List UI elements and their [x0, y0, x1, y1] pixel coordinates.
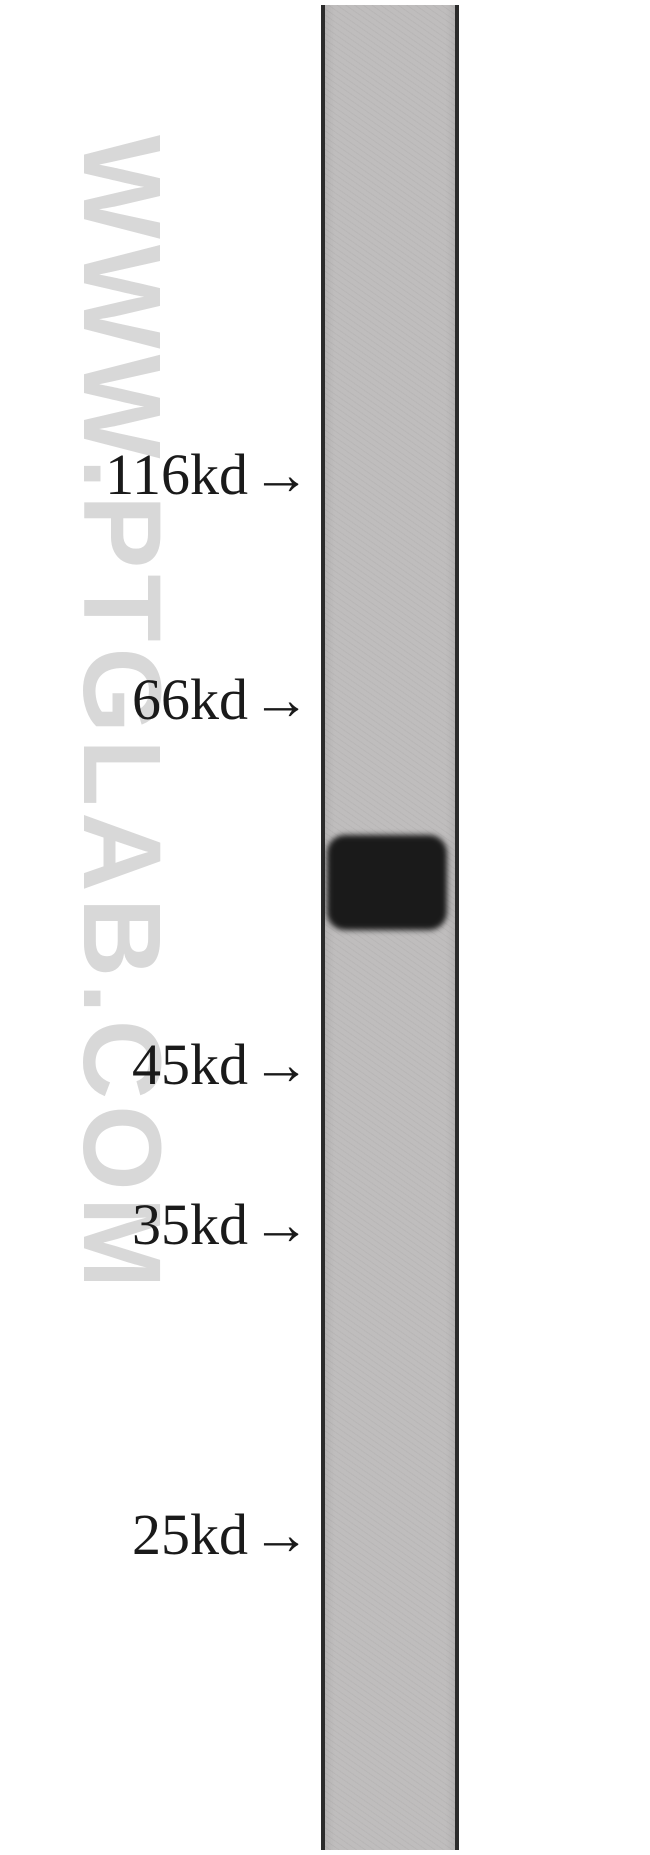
- lane-border-left: [321, 5, 325, 1850]
- blot-lane: [321, 5, 459, 1850]
- arrow-right-icon: →: [252, 1506, 310, 1564]
- marker-25kd: 25kd →: [0, 1500, 310, 1570]
- arrow-right-icon: →: [252, 1036, 310, 1094]
- protein-band: [327, 835, 447, 930]
- marker-45kd: 45kd →: [0, 1030, 310, 1100]
- arrow-right-icon: →: [252, 1196, 310, 1254]
- marker-116kd: 116kd →: [0, 440, 310, 510]
- lane-border-right: [455, 5, 459, 1850]
- marker-66kd: 66kd →: [0, 665, 310, 735]
- arrow-right-icon: →: [252, 671, 310, 729]
- marker-label: 116kd: [105, 441, 248, 508]
- marker-label: 45kd: [132, 1031, 248, 1098]
- marker-label: 66kd: [132, 666, 248, 733]
- marker-label: 35kd: [132, 1191, 248, 1258]
- marker-35kd: 35kd →: [0, 1190, 310, 1260]
- arrow-right-icon: →: [252, 446, 310, 504]
- marker-label: 25kd: [132, 1501, 248, 1568]
- blot-canvas: { "image": { "width_px": 650, "height_px…: [0, 0, 650, 1855]
